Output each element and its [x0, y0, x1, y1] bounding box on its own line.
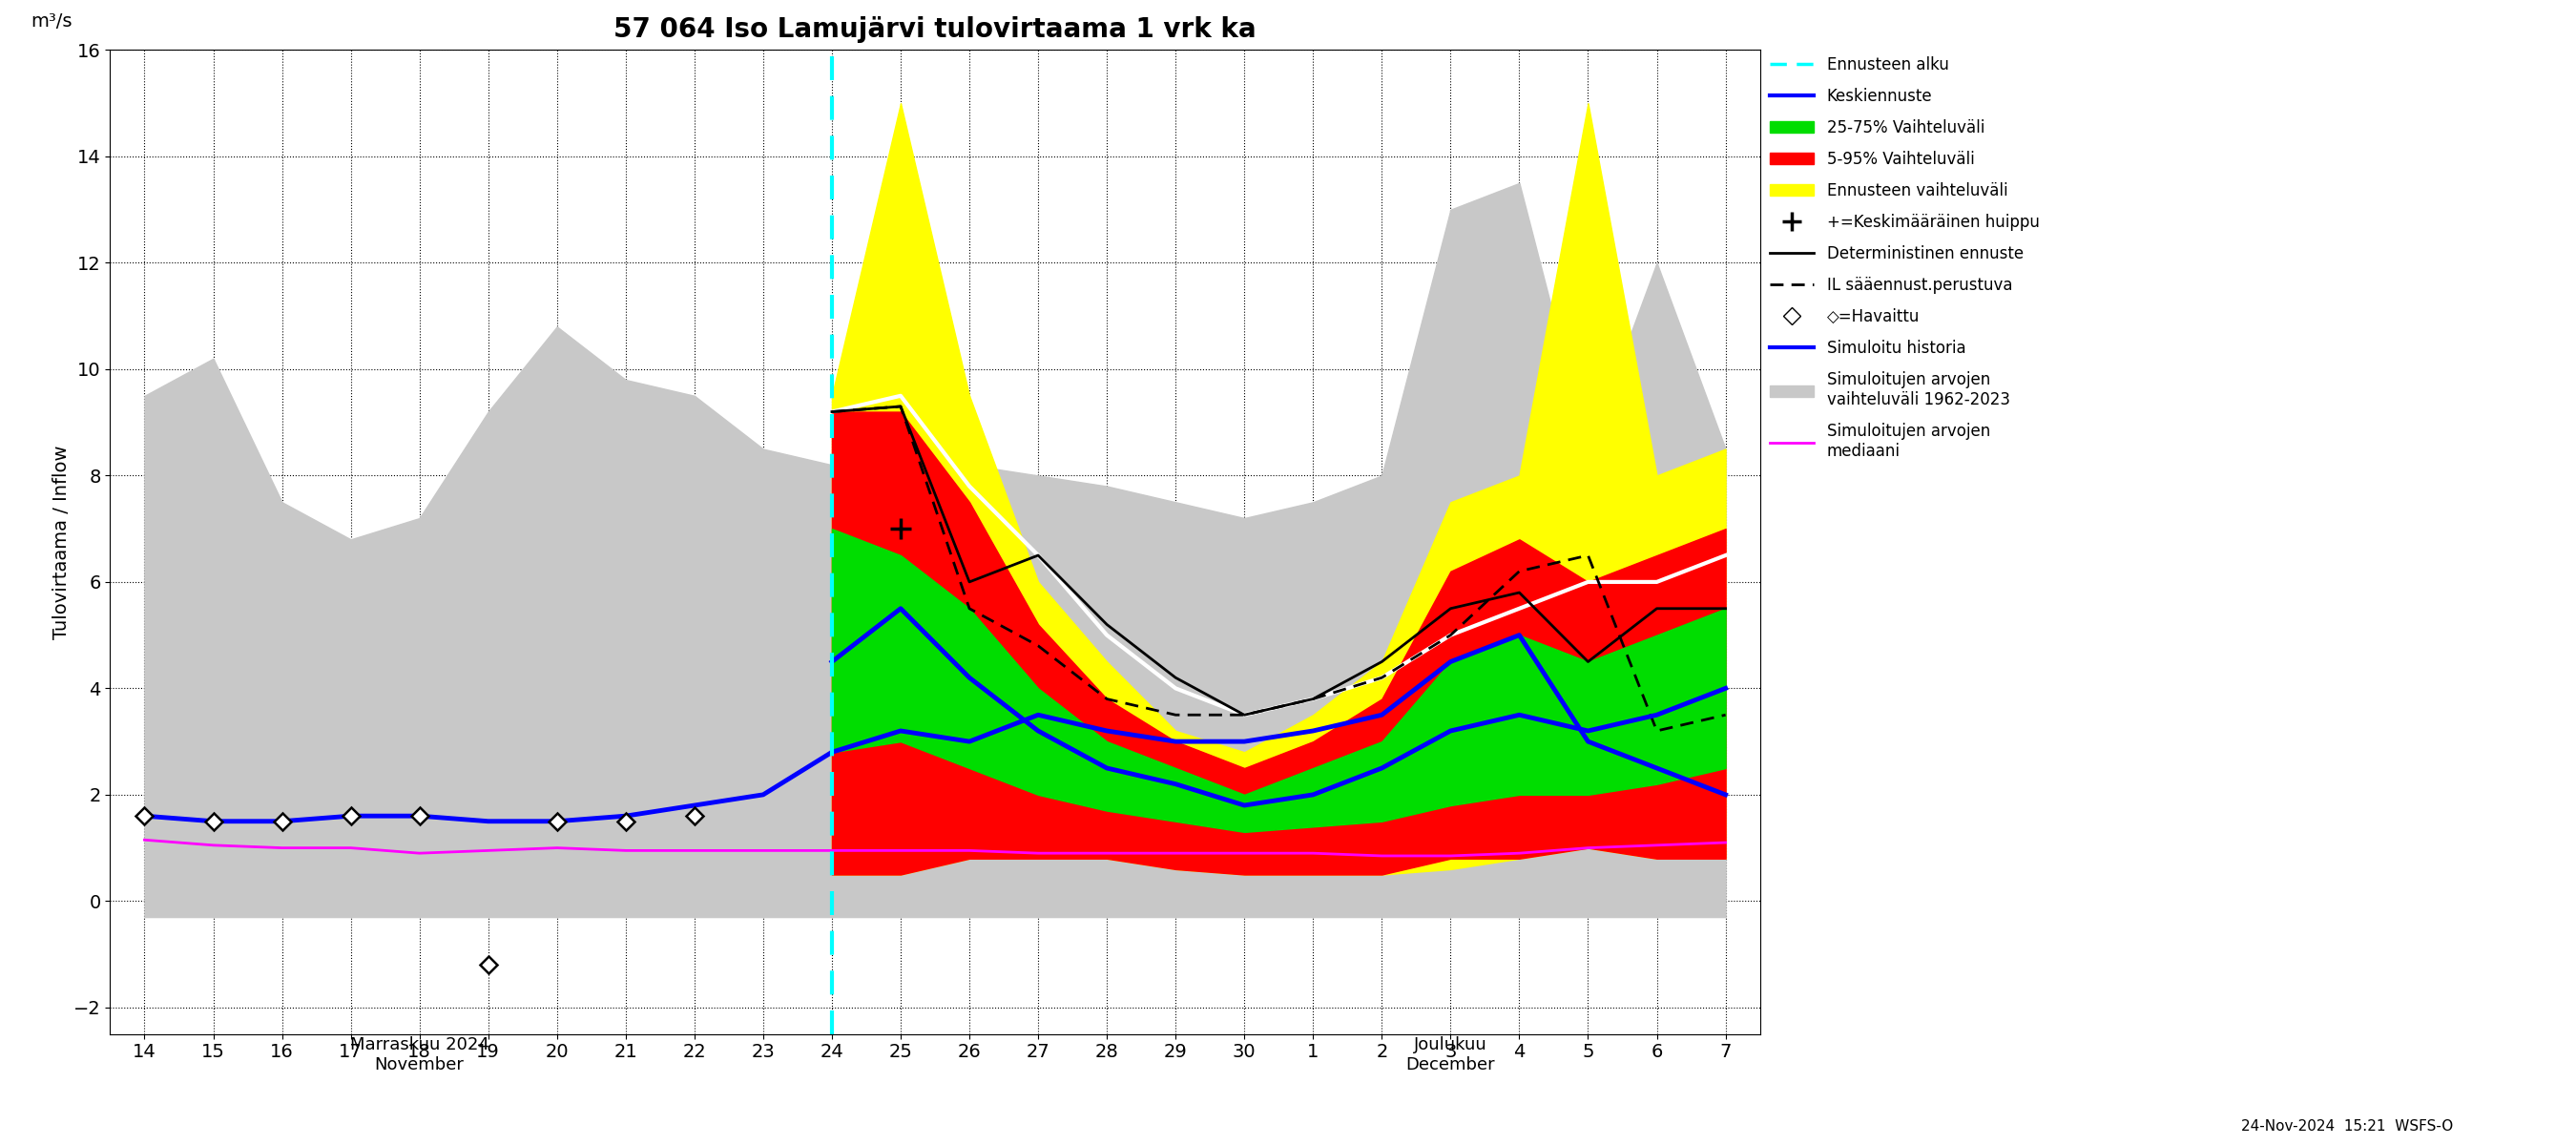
Text: m³/s: m³/s	[31, 13, 72, 31]
Legend: Ennusteen alku, Keskiennuste, 25-75% Vaihteluväli, 5-95% Vaihteluväli, Ennusteen: Ennusteen alku, Keskiennuste, 25-75% Vai…	[1762, 50, 2045, 466]
Y-axis label: Tulovirtaama / Inflow: Tulovirtaama / Inflow	[52, 445, 70, 639]
Text: Marraskuu 2024
November: Marraskuu 2024 November	[350, 1036, 489, 1074]
Title: 57 064 Iso Lamujärvi tulovirtaama 1 vrk ka: 57 064 Iso Lamujärvi tulovirtaama 1 vrk …	[613, 16, 1257, 42]
Text: 24-Nov-2024  15:21  WSFS-O: 24-Nov-2024 15:21 WSFS-O	[2241, 1120, 2452, 1134]
Text: Joulukuu
December: Joulukuu December	[1406, 1036, 1494, 1074]
